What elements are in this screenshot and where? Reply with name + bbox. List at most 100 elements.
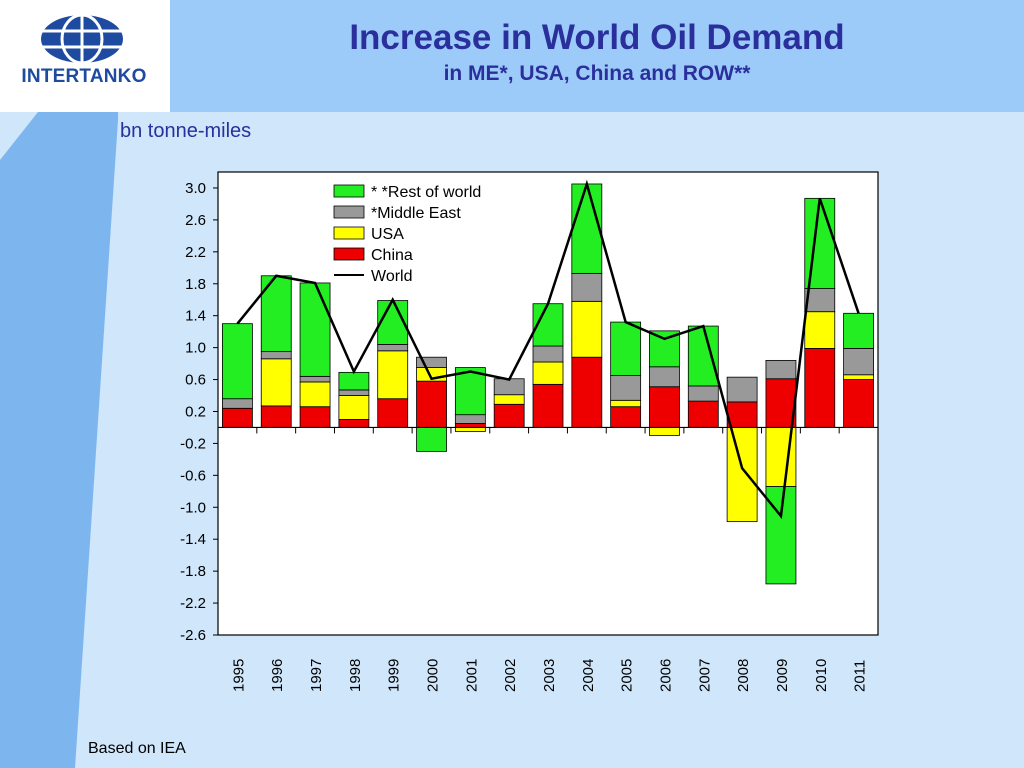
legend-swatch [333, 205, 365, 219]
bar-restofworld-1998 [338, 371, 370, 391]
bar-middleeast-1999 [377, 344, 409, 352]
y-tick-label: 1.8 [185, 276, 206, 293]
plot-border [217, 171, 879, 636]
bar-usa-1996 [260, 358, 292, 407]
bar-usa-2008 [726, 427, 758, 523]
bar-middleeast-2001 [454, 414, 486, 424]
legend-swatch [333, 226, 365, 240]
bar-middleeast-2009 [765, 359, 797, 380]
bar-china-1998 [338, 419, 370, 428]
bar-china-2002 [493, 403, 525, 428]
bar-china-2000 [416, 380, 447, 428]
x-tick-label: 1995 [230, 659, 247, 692]
legend-swatch [333, 184, 365, 198]
logo: INTERTANKO [0, 0, 170, 112]
bar-china-2008 [726, 401, 758, 428]
bar-usa-2006 [649, 427, 680, 436]
bar-china-1997 [299, 406, 331, 428]
x-tick-label: 2006 [657, 659, 674, 692]
bar-china-2009 [765, 378, 797, 428]
bar-china-1999 [377, 398, 409, 428]
bar-restofworld-2001 [454, 367, 486, 416]
x-tick-label: 2011 [852, 660, 869, 692]
world-line [236, 179, 860, 520]
y-tick-label: 1.0 [185, 340, 206, 357]
bar-china-1996 [260, 405, 292, 428]
x-tick-label: 2000 [425, 659, 442, 692]
x-tick-label: 2008 [735, 659, 752, 692]
x-tick-label: 2009 [774, 659, 791, 692]
bar-middleeast-2007 [687, 385, 719, 402]
bar-middleeast-2000 [416, 356, 447, 368]
bar-china-2007 [687, 400, 719, 428]
legend-swatch [333, 247, 365, 261]
bar-restofworld-2000 [416, 427, 447, 452]
bar-usa-1999 [377, 350, 409, 400]
bar-usa-2002 [493, 394, 525, 405]
y-tick-label: 3.0 [185, 180, 206, 197]
unit-label: bn tonne-miles [120, 120, 252, 142]
y-tick-label: -2.6 [180, 627, 206, 644]
x-tick-label: 2007 [696, 659, 713, 692]
bar-china-2004 [571, 356, 603, 428]
page-subtitle: in ME*, USA, China and ROW** [443, 62, 751, 85]
x-tick-label: 1997 [308, 659, 325, 692]
x-tick-label: 1999 [386, 659, 403, 692]
bar-restofworld-2007 [687, 325, 719, 387]
logo-text: INTERTANKO [21, 66, 147, 87]
bar-usa-1998 [338, 395, 370, 420]
bar-middleeast-1997 [299, 375, 331, 383]
bar-middleeast-2003 [532, 345, 564, 363]
bar-middleeast-2011 [843, 348, 874, 376]
globe-icon [41, 13, 123, 65]
y-tick-label: 2.6 [185, 212, 206, 229]
bar-restofworld-2011 [843, 312, 874, 349]
bar-usa-2011 [843, 374, 874, 380]
bar-usa-2005 [610, 399, 642, 408]
bar-china-2010 [804, 348, 836, 428]
bar-middleeast-2008 [726, 376, 758, 403]
y-tick-label: 0.2 [185, 403, 206, 420]
bar-usa-2004 [571, 300, 603, 358]
y-tick-label: -1.4 [180, 531, 206, 548]
y-tick-label: 1.4 [185, 308, 206, 325]
header-band [0, 0, 1024, 112]
bar-restofworld-2005 [610, 321, 642, 376]
y-tick-label: -1.0 [180, 499, 206, 516]
bar-china-2003 [532, 383, 564, 428]
bar-middleeast-1998 [338, 389, 370, 396]
bar-middleeast-2004 [571, 272, 603, 302]
x-tick-label: 2010 [813, 659, 830, 692]
x-tick-label: 1996 [269, 659, 286, 692]
x-tick-label: 2003 [541, 659, 558, 692]
y-tick-label: -0.6 [180, 467, 206, 484]
y-tick-label: 0.6 [185, 372, 206, 389]
bar-usa-2010 [804, 311, 836, 349]
y-tick-label: -0.2 [180, 435, 206, 452]
bar-china-2011 [843, 379, 874, 428]
bar-usa-2003 [532, 361, 564, 385]
bar-restofworld-1995 [222, 323, 253, 400]
bar-china-2006 [649, 386, 680, 428]
legend-label: * *Rest of world [371, 184, 481, 201]
x-tick-label: 1998 [347, 659, 364, 692]
bar-middleeast-1995 [222, 398, 253, 409]
x-tick-label: 2005 [619, 659, 636, 692]
legend-label: USA [371, 226, 404, 243]
bar-middleeast-2002 [493, 378, 525, 396]
x-tick-label: 2002 [502, 659, 519, 692]
left-stripe [0, 112, 118, 768]
bar-usa-1997 [299, 381, 331, 408]
y-tick-label: -1.8 [180, 563, 206, 580]
page-title: Increase in World Oil Demand [349, 18, 845, 57]
bar-restofworld-2004 [571, 183, 603, 274]
legend-label: *Middle East [371, 205, 461, 222]
legend-label: China [371, 247, 413, 264]
legend-label: World [371, 268, 413, 285]
bar-china-1995 [222, 407, 253, 428]
y-tick-label: 2.2 [185, 244, 206, 261]
x-tick-label: 2001 [463, 659, 480, 692]
bar-china-2005 [610, 406, 642, 428]
bar-middleeast-2005 [610, 375, 642, 401]
